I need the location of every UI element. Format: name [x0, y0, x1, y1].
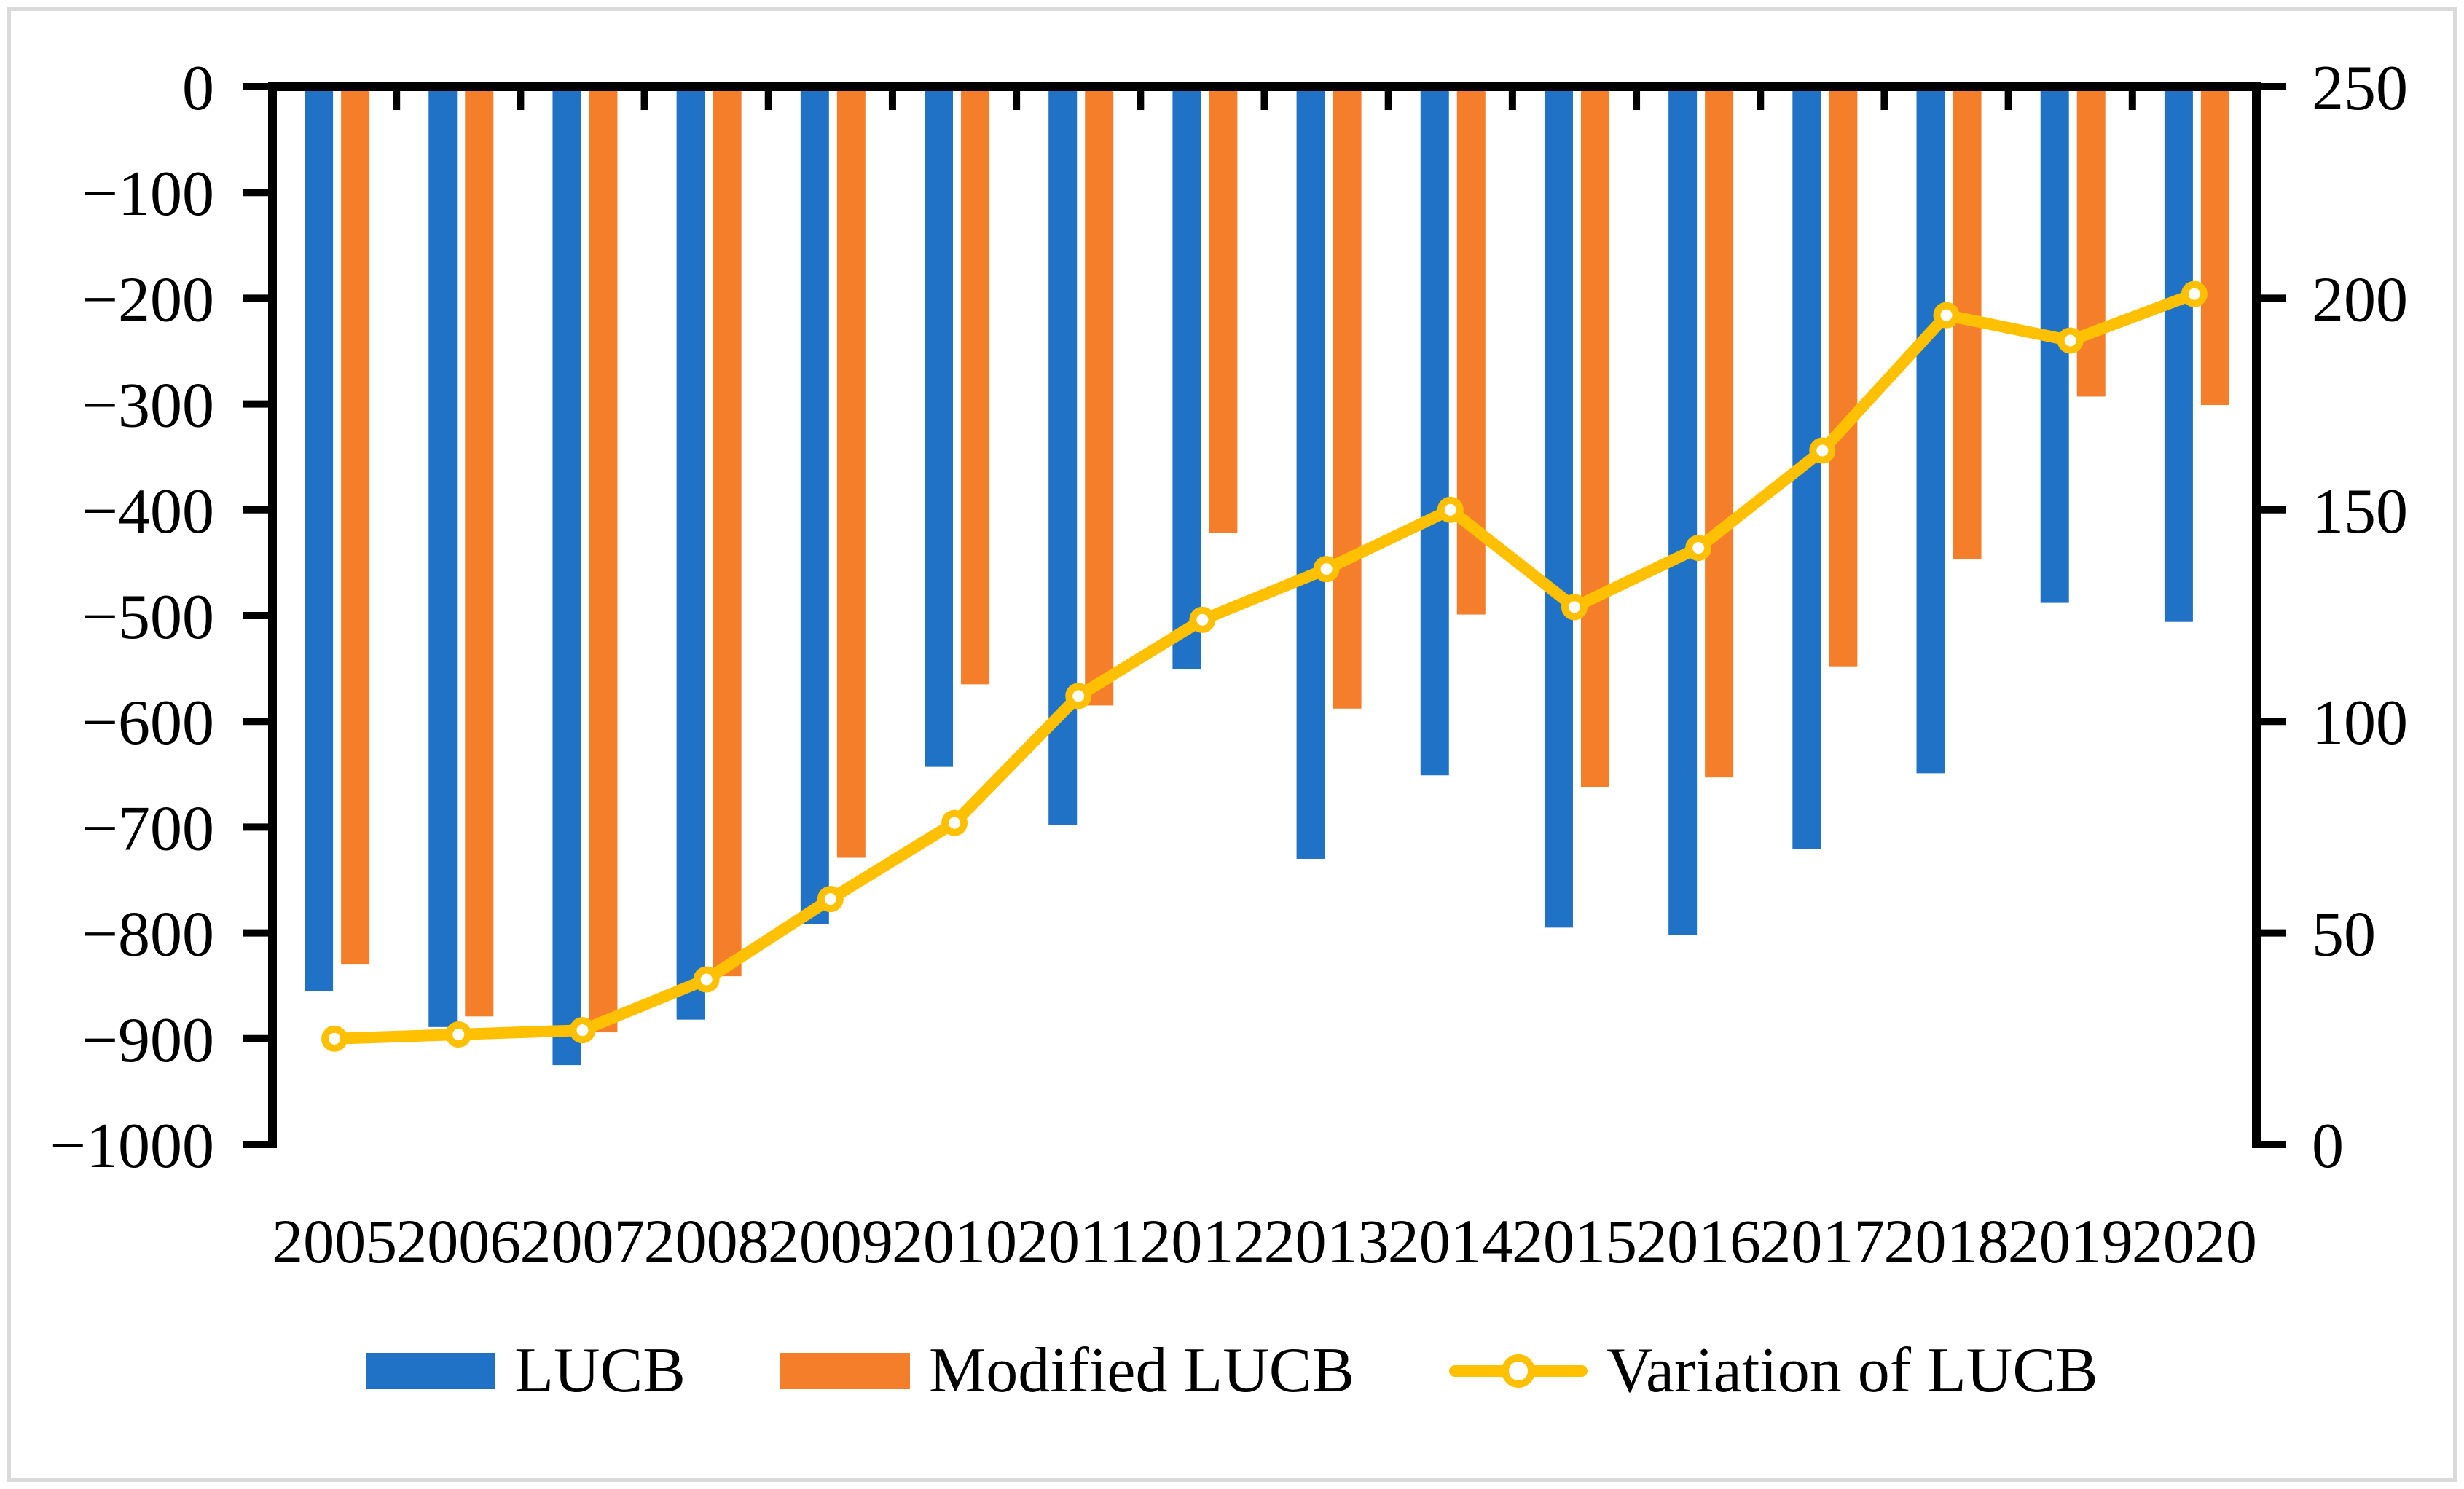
- modified-lucb-bar-2019: [2076, 87, 2106, 397]
- modified-lucb-bar-2012: [1209, 87, 1238, 533]
- modified-lucb-bar-2015: [1580, 87, 1609, 787]
- x-axis-label-2012: 2012: [1139, 1206, 1265, 1276]
- right-axis-tick-label: 150: [2312, 476, 2408, 547]
- left-axis-tick-label: −700: [82, 793, 214, 864]
- left-axis-tick-label: −900: [82, 1005, 214, 1076]
- modified-lucb-bar-2011: [1085, 87, 1114, 706]
- lucb-bar-2010: [925, 87, 954, 767]
- left-axis-tick-label: −500: [82, 582, 214, 653]
- lucb-bar-2006: [428, 87, 458, 1027]
- variation-marker-2011: [1065, 683, 1092, 710]
- variation-marker-2020: [2181, 280, 2208, 307]
- x-axis-label-2019: 2019: [2008, 1206, 2133, 1276]
- variation-marker-2015: [1561, 594, 1588, 621]
- chart-legend: LUCB Modified LUCB Variation of LUCB: [0, 1339, 2464, 1403]
- legend-item-modified-lucb: Modified LUCB: [780, 1339, 1354, 1403]
- lucb-bar-2015: [1544, 87, 1573, 928]
- variation-marker-2016: [1685, 535, 1712, 562]
- modified-lucb-bar-2007: [589, 87, 618, 1033]
- variation-line: [329, 288, 2200, 1045]
- left-axis-tick-label: −200: [82, 264, 214, 335]
- left-axis-tick-label: −800: [82, 900, 214, 970]
- x-axis-label-2020: 2020: [2132, 1206, 2257, 1276]
- modified-lucb-bar-2020: [2200, 87, 2229, 406]
- variation-line-marker-icon: [1449, 1349, 1588, 1393]
- right-axis-tick-label: 100: [2312, 688, 2408, 758]
- right-axis-tick-label: 200: [2312, 264, 2408, 335]
- x-axis-label-2008: 2008: [644, 1206, 769, 1276]
- right-axis-tick-label: 0: [2312, 1111, 2344, 1182]
- variation-marker-2009: [817, 886, 844, 913]
- left-axis-tick-label: −400: [82, 476, 214, 547]
- modified-lucb-bar-2008: [713, 87, 742, 977]
- variation-marker-2008: [693, 966, 720, 993]
- x-axis-label-2007: 2007: [519, 1206, 645, 1276]
- variation-marker-2005: [321, 1025, 348, 1052]
- modified-lucb-bar-2005: [341, 87, 370, 965]
- legend-item-lucb: LUCB: [366, 1339, 686, 1403]
- variation-marker-2018: [1933, 302, 1960, 329]
- variation-marker-2006: [445, 1021, 472, 1048]
- modified-lucb-bar-2016: [1705, 87, 1734, 778]
- modified-lucb-bar-2013: [1333, 87, 1362, 709]
- x-axis-label-2014: 2014: [1388, 1206, 1513, 1276]
- lucb-bar-swatch-icon: [366, 1353, 496, 1389]
- variation-marker-2014: [1437, 496, 1464, 523]
- lucb-bar-2013: [1296, 87, 1325, 859]
- x-axis-label-2006: 2006: [396, 1206, 521, 1276]
- lucb-bar-2009: [800, 87, 829, 924]
- left-axis-tick-label: −100: [82, 159, 214, 229]
- lucb-bar-2012: [1172, 87, 1201, 670]
- x-axis-label-2015: 2015: [1512, 1206, 1637, 1276]
- left-axis-tick-label: −300: [82, 371, 214, 441]
- left-axis-tick-label: −600: [82, 688, 214, 758]
- modified-lucb-bar-2017: [1829, 87, 1858, 667]
- x-axis-label-2013: 2013: [1264, 1206, 1389, 1276]
- x-axis-label-2016: 2016: [1636, 1206, 1761, 1276]
- x-axis-label-2011: 2011: [1017, 1206, 1140, 1276]
- lucb-bar-2016: [1668, 87, 1698, 935]
- modified-lucb-bar-2010: [961, 87, 990, 685]
- left-axis-tick-label: 0: [182, 53, 214, 124]
- legend-item-variation: Variation of LUCB: [1449, 1339, 2098, 1403]
- variation-marker-2012: [1189, 606, 1216, 633]
- legend-label-variation: Variation of LUCB: [1606, 1335, 2098, 1406]
- lucb-bar-2020: [2164, 87, 2193, 622]
- x-axis-label-2009: 2009: [768, 1206, 893, 1276]
- lucb-bar-2005: [305, 87, 334, 991]
- x-axis-label-2010: 2010: [892, 1206, 1017, 1276]
- modified-lucb-bar-2006: [465, 87, 494, 1017]
- lucb-bar-2014: [1420, 87, 1449, 776]
- right-axis-tick-label: 250: [2312, 53, 2408, 124]
- modified-lucb-bar-swatch-icon: [780, 1353, 910, 1389]
- x-axis-label-2017: 2017: [1759, 1206, 1885, 1276]
- modified-lucb-bar-2009: [836, 87, 866, 858]
- lucb-bar-2018: [1916, 87, 1945, 774]
- variation-marker-2010: [941, 809, 968, 836]
- lucb-bar-2008: [676, 87, 705, 1020]
- variation-marker-2007: [569, 1017, 596, 1044]
- legend-label-modified-lucb: Modified LUCB: [928, 1335, 1355, 1406]
- x-axis-label-2005: 2005: [272, 1206, 397, 1276]
- lucb-bar-2007: [552, 87, 581, 1066]
- left-axis-tick-label: −1000: [50, 1111, 214, 1182]
- right-axis-tick-label: 50: [2312, 900, 2376, 970]
- variation-marker-2019: [2057, 327, 2084, 354]
- variation-marker-2017: [1809, 437, 1836, 464]
- x-axis-label-2018: 2018: [1884, 1206, 2009, 1276]
- legend-label-lucb: LUCB: [514, 1335, 686, 1406]
- variation-marker-2013: [1313, 556, 1340, 583]
